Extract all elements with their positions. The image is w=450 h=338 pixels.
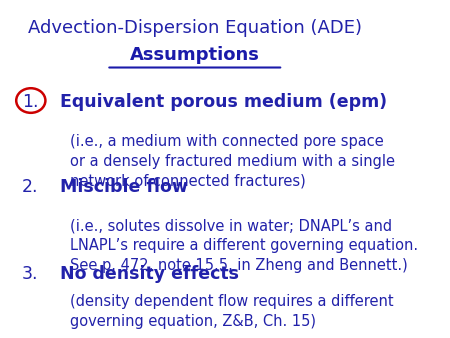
Text: (i.e., solutes dissolve in water; DNAPL’s and
LNAPL’s require a different govern: (i.e., solutes dissolve in water; DNAPL’… [70,218,418,273]
Text: 2.: 2. [22,177,39,196]
Text: Equivalent porous medium (epm): Equivalent porous medium (epm) [60,93,387,112]
Text: Assumptions: Assumptions [130,46,260,65]
Text: Miscible flow: Miscible flow [60,177,188,196]
Text: No density effects: No density effects [60,265,239,283]
Text: Advection-Dispersion Equation (ADE): Advection-Dispersion Equation (ADE) [28,19,362,37]
Text: (density dependent flow requires a different
governing equation, Z&B, Ch. 15): (density dependent flow requires a diffe… [70,294,394,329]
Text: 3.: 3. [22,265,39,283]
Text: (i.e., a medium with connected pore space
or a densely fractured medium with a s: (i.e., a medium with connected pore spac… [70,134,395,189]
Text: 1.: 1. [22,93,39,112]
